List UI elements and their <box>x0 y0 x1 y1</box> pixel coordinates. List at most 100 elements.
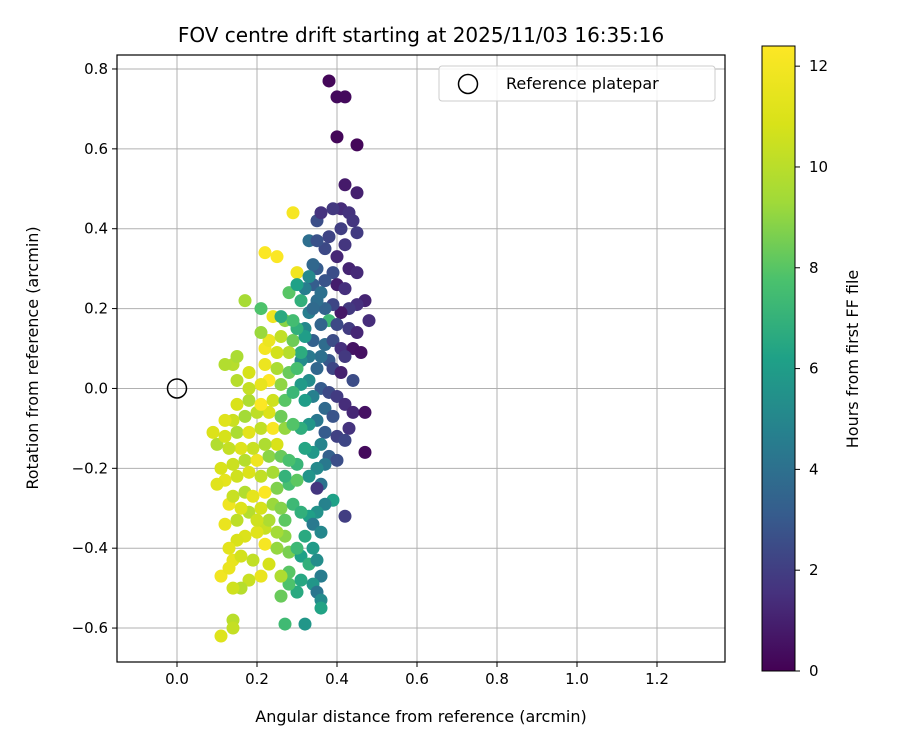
data-point <box>254 302 268 316</box>
x-axis-label: Angular distance from reference (arcmin) <box>255 707 586 726</box>
data-point <box>294 377 308 391</box>
data-point <box>226 581 240 595</box>
data-point <box>314 525 328 539</box>
data-point <box>274 409 288 423</box>
data-point <box>338 90 352 104</box>
reference-marker <box>166 378 188 399</box>
x-tick-label: 1.2 <box>645 670 669 688</box>
data-point <box>326 334 340 348</box>
data-point <box>286 417 300 431</box>
data-point <box>246 441 260 455</box>
data-point <box>306 258 320 272</box>
data-point <box>330 250 344 264</box>
data-point <box>342 421 356 435</box>
data-point <box>266 393 280 407</box>
data-point <box>226 489 240 503</box>
data-point <box>306 541 320 555</box>
data-point <box>290 585 304 599</box>
data-point <box>270 481 284 495</box>
data-point <box>290 361 304 375</box>
data-point <box>230 373 244 387</box>
data-point <box>310 234 324 248</box>
data-point <box>282 346 296 360</box>
data-point <box>254 421 268 435</box>
data-point <box>242 465 256 479</box>
data-point <box>282 286 296 300</box>
data-point <box>350 226 364 240</box>
data-point <box>318 302 332 316</box>
data-point <box>222 541 236 555</box>
data-point <box>326 266 340 280</box>
data-point <box>330 453 344 467</box>
data-point <box>226 621 240 635</box>
data-point <box>218 429 232 443</box>
data-point <box>230 533 244 547</box>
colorbar-tick-label: 10 <box>809 158 828 176</box>
data-point <box>298 617 312 631</box>
y-tick-label: 0.2 <box>84 300 108 318</box>
plot-frame <box>116 54 726 663</box>
colorbar-tick-label: 4 <box>809 460 819 478</box>
data-point <box>350 186 364 200</box>
y-tick-label: −0.6 <box>72 619 108 637</box>
data-point <box>254 377 268 391</box>
data-point <box>258 437 272 451</box>
data-point <box>250 453 264 467</box>
data-point <box>278 393 292 407</box>
data-point <box>278 469 292 483</box>
data-point <box>242 381 256 395</box>
data-point <box>346 373 360 387</box>
data-point <box>206 425 220 439</box>
data-point <box>210 437 224 451</box>
data-point <box>318 497 332 511</box>
data-point <box>234 501 248 515</box>
data-point <box>262 557 276 571</box>
data-point <box>302 270 316 284</box>
data-point <box>270 525 284 539</box>
data-point <box>330 318 344 332</box>
data-point <box>298 393 312 407</box>
data-point <box>314 318 328 332</box>
x-axis-ticks: 0.0 0.2 0.4 0.6 0.8 1.0 1.2 <box>165 662 669 688</box>
data-point <box>270 541 284 555</box>
data-point <box>338 433 352 447</box>
data-point <box>286 206 300 220</box>
data-point <box>274 330 288 344</box>
data-point <box>282 453 296 467</box>
y-tick-label: −0.2 <box>72 459 108 477</box>
data-point <box>286 314 300 328</box>
data-point <box>326 202 340 216</box>
data-point <box>270 437 284 451</box>
data-point <box>346 405 360 419</box>
x-tick-label: 0.2 <box>245 670 269 688</box>
reference-platepar-marker <box>166 378 188 399</box>
data-point <box>338 178 352 192</box>
legend-marker-icon <box>457 73 479 95</box>
data-point <box>222 441 236 455</box>
x-tick-label: 1.0 <box>565 670 589 688</box>
data-point <box>294 505 308 519</box>
data-point <box>274 310 288 324</box>
data-point <box>262 449 276 463</box>
data-point <box>242 393 256 407</box>
x-tick-label: 0.6 <box>405 670 429 688</box>
colorbar-gradient <box>761 45 796 672</box>
data-point <box>262 334 276 348</box>
data-point <box>362 314 376 328</box>
data-point <box>330 389 344 403</box>
legend: Reference platepar <box>438 65 716 102</box>
data-point <box>310 553 324 567</box>
data-point <box>322 230 336 244</box>
data-point <box>310 481 324 495</box>
data-point <box>254 469 268 483</box>
data-point <box>286 497 300 511</box>
data-point <box>298 529 312 543</box>
data-point <box>246 489 260 503</box>
data-point <box>294 294 308 308</box>
colorbar: 0 2 4 6 8 10 12 Hours from first FF file <box>761 45 862 680</box>
data-point <box>238 409 252 423</box>
data-point <box>270 361 284 375</box>
data-point <box>266 465 280 479</box>
data-point <box>250 513 264 527</box>
